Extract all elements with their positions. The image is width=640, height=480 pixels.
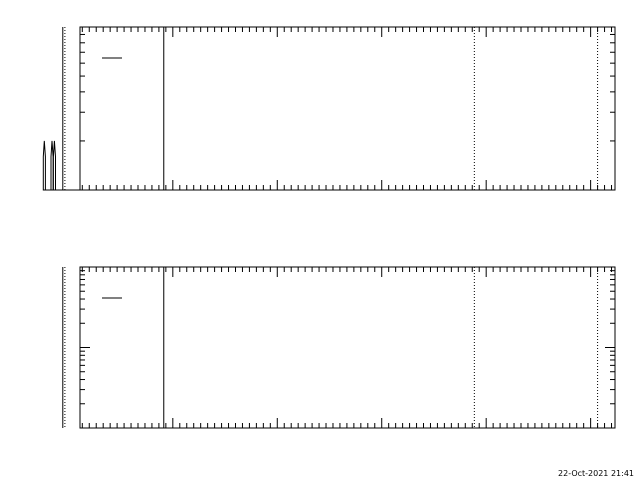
generation-timestamp: 22-Oct-2021 21:41 bbox=[558, 469, 634, 478]
plot-frame bbox=[79, 26, 616, 191]
plot-frame bbox=[79, 266, 616, 429]
hi-channel-panel bbox=[62, 266, 616, 429]
count-rate-series bbox=[42, 140, 615, 191]
lo-channel-panel bbox=[42, 26, 616, 191]
